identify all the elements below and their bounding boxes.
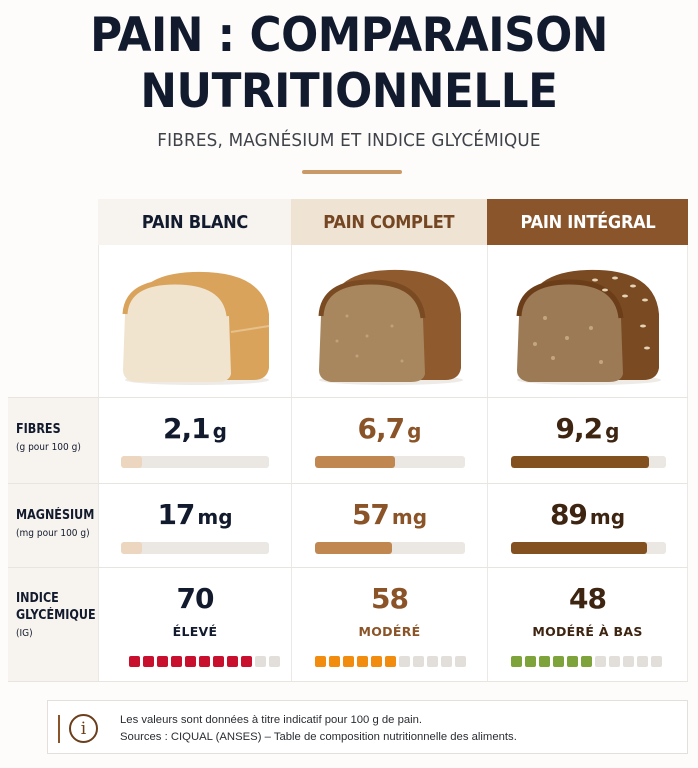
- note-line-1: Les valeurs sont données à titre indicat…: [120, 714, 423, 726]
- magnesium-bar-complet: [315, 542, 465, 554]
- ig-meter-integral: [511, 656, 662, 667]
- ig-segment: [651, 656, 662, 667]
- magnesium-bar-integral: [511, 542, 666, 554]
- ig-segment: [241, 656, 252, 667]
- row-label-magnesium: MAGNÉSIUM (mg pour 100 g): [8, 484, 98, 567]
- ig-segment: [637, 656, 648, 667]
- title-divider: [302, 170, 402, 174]
- ig-segment: [525, 656, 536, 667]
- magnesium-bar-blanc: [121, 542, 269, 554]
- note-accent-bar: [58, 715, 60, 743]
- ig-segment: [623, 656, 634, 667]
- info-note: i Les valeurs sont données à titre indic…: [47, 700, 688, 754]
- ig-segment: [255, 656, 266, 667]
- ig-segment: [157, 656, 168, 667]
- ig-pain-integral: 48 MODÉRÉ À BAS: [487, 568, 688, 681]
- ig-pain-blanc: 70 ÉLEVÉ: [98, 568, 291, 681]
- magnesium-pain-blanc: 17 mg: [98, 484, 291, 567]
- ig-segment: [343, 656, 354, 667]
- ig-segment: [427, 656, 438, 667]
- ig-segment: [595, 656, 606, 667]
- row-fibres: FIBRES (g pour 100 g) 2,1 g 6,7 g 9,2 g: [8, 397, 688, 483]
- ig-segment: [455, 656, 466, 667]
- fibres-bar-blanc: [121, 456, 269, 468]
- wholegrain-bread-loaf-icon: [487, 245, 688, 397]
- ig-segment: [171, 656, 182, 667]
- ig-segment: [609, 656, 620, 667]
- ig-segment: [143, 656, 154, 667]
- magnesium-pain-integral: 89 mg: [487, 484, 688, 567]
- ig-segment: [553, 656, 564, 667]
- row-indice-glycemique: INDICE GLYCÉMIQUE (IG) 70 ÉLEVÉ 58 MODÉR…: [8, 567, 688, 682]
- ig-segment: [199, 656, 210, 667]
- ig-segment: [385, 656, 396, 667]
- column-header-pain-complet: PAIN COMPLET: [291, 199, 487, 245]
- page-title: PAIN : COMPARAISON NUTRITIONNELLE: [24, 8, 673, 120]
- fibres-bar-integral: [511, 456, 666, 468]
- column-header-pain-integral: PAIN INTÉGRAL: [487, 199, 688, 245]
- ig-segment: [511, 656, 522, 667]
- title-line-1: PAIN : COMPARAISON: [90, 8, 608, 63]
- ig-segment: [357, 656, 368, 667]
- ig-segment: [213, 656, 224, 667]
- ig-segment: [315, 656, 326, 667]
- fibres-pain-blanc: 2,1 g: [98, 398, 291, 483]
- ig-segment: [227, 656, 238, 667]
- ig-segment: [185, 656, 196, 667]
- row-label-fibres: FIBRES (g pour 100 g): [8, 398, 98, 483]
- title-line-2: NUTRITIONNELLE: [140, 64, 558, 119]
- row-magnesium: MAGNÉSIUM (mg pour 100 g) 17 mg 57 mg 89 mg: [8, 483, 688, 567]
- ig-segment: [413, 656, 424, 667]
- ig-segment: [581, 656, 592, 667]
- ig-segment: [441, 656, 452, 667]
- ig-segment: [567, 656, 578, 667]
- ig-segment: [329, 656, 340, 667]
- fibres-pain-complet: 6,7 g: [291, 398, 487, 483]
- ig-pain-complet: 58 MODÉRÉ: [291, 568, 487, 681]
- page-subtitle: FIBRES, MAGNÉSIUM ET INDICE GLYCÉMIQUE: [157, 131, 541, 151]
- row-label-ig: INDICE GLYCÉMIQUE (IG): [8, 568, 98, 681]
- magnesium-pain-complet: 57 mg: [291, 484, 487, 567]
- fibres-pain-integral: 9,2 g: [487, 398, 688, 483]
- ig-meter-blanc: [129, 656, 280, 667]
- info-icon: i: [69, 714, 98, 743]
- ig-segment: [399, 656, 410, 667]
- white-bread-loaf-icon: [98, 245, 291, 397]
- ig-meter-complet: [315, 656, 466, 667]
- whole-wheat-bread-loaf-icon: [291, 245, 487, 397]
- fibres-bar-complet: [315, 456, 465, 468]
- ig-segment: [371, 656, 382, 667]
- ig-segment: [269, 656, 280, 667]
- ig-segment: [539, 656, 550, 667]
- ig-segment: [129, 656, 140, 667]
- note-line-2: Sources : CIQUAL (ANSES) – Table de comp…: [120, 731, 517, 743]
- column-header-pain-blanc: PAIN BLANC: [98, 199, 291, 245]
